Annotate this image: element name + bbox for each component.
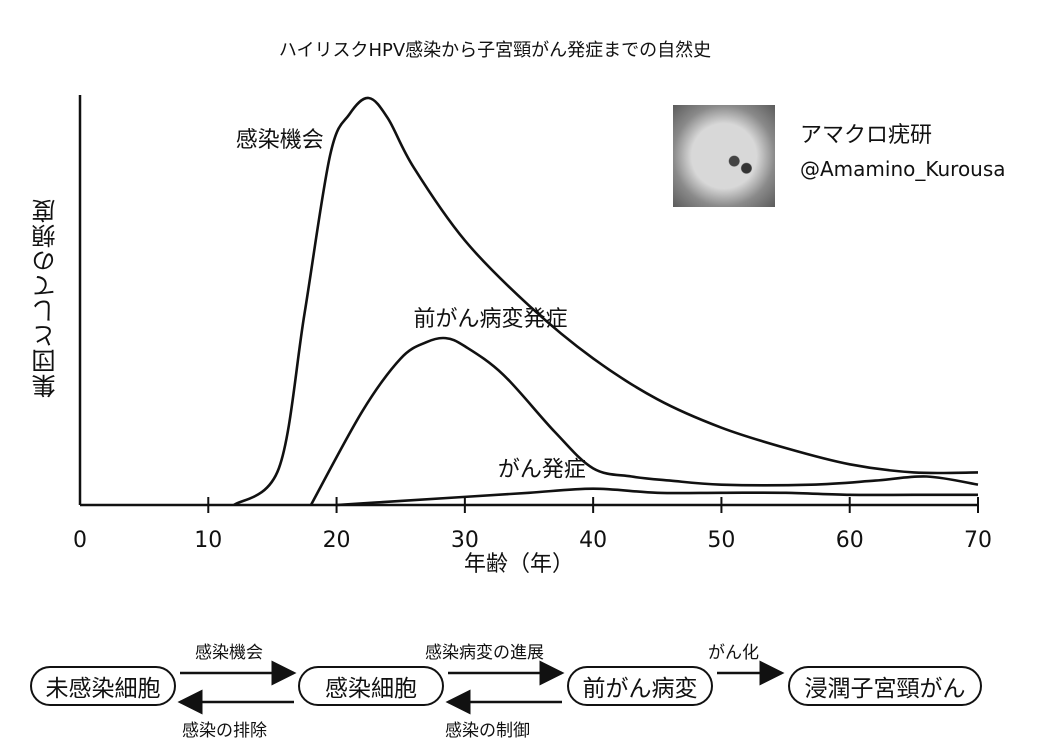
chart-title: ハイリスクHPV感染から子宮頸がん発症までの自然史 [278, 40, 712, 61]
label-control: 感染の制御 [445, 721, 530, 741]
series-lines [233, 96, 979, 507]
watermark-handle: @Amamino_Kurousa [800, 157, 1006, 181]
label-progression: 感染病変の進展 [425, 643, 544, 663]
x-tick-label: 40 [579, 528, 607, 553]
x-tick-label: 50 [707, 528, 735, 553]
node-uninfected: 未感染細胞 [30, 666, 176, 706]
x-axis-label: 年齢（年） [464, 552, 574, 577]
node-infected: 感染細胞 [298, 666, 444, 706]
label-malignant: がん化 [708, 643, 759, 663]
series-line-2 [336, 487, 978, 507]
x-tick-label: 70 [964, 528, 992, 553]
watermark-name: アマクロ疣研 [800, 123, 933, 148]
series-label-2: がん発症 [498, 458, 586, 483]
node-precancer: 前がん病変 [567, 666, 713, 706]
x-tick-label: 30 [451, 528, 479, 553]
axes: 0 10 20 30 40 50 60 70 年齢（年） [73, 95, 992, 577]
x-tick-label: 60 [836, 528, 864, 553]
x-tick-label: 20 [323, 528, 351, 553]
node-invasive-cancer: 浸潤子宮頸がん [788, 666, 982, 706]
series-label-1: 前がん病変発症 [414, 307, 568, 332]
series-line-1 [309, 336, 979, 506]
series-label-0: 感染機会 [236, 128, 324, 153]
x-tick-label: 0 [73, 528, 87, 553]
series-line-0 [233, 96, 979, 507]
x-tick-label: 10 [194, 528, 222, 553]
label-infection: 感染機会 [195, 643, 263, 663]
avatar [673, 105, 775, 207]
label-clearance: 感染の排除 [182, 721, 267, 741]
